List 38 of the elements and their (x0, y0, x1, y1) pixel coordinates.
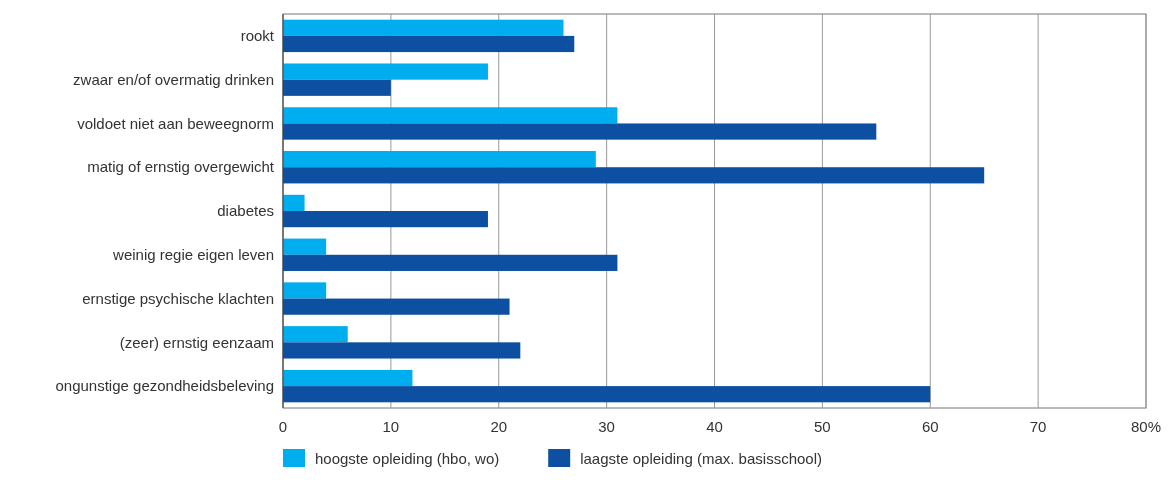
bar (283, 151, 596, 168)
bar (283, 386, 931, 403)
x-tick-label: 80% (1130, 418, 1162, 435)
x-tick-label: 0 (278, 418, 288, 435)
y-tick-label: ernstige psychische klachten (82, 289, 274, 307)
y-tick-label: matig of ernstig overgewicht (87, 158, 275, 176)
bar (283, 63, 488, 80)
y-tick-label: rookt (240, 27, 275, 45)
bar (283, 238, 327, 255)
bar (283, 79, 391, 96)
legend-label: laagste opleiding (max. basisschool) (580, 450, 822, 468)
y-tick-label: ongunstige gezondheidsbeleving (55, 377, 274, 395)
y-tick-label: zwaar en/of overmatig drinken (73, 70, 274, 88)
bar (283, 123, 877, 140)
x-tick-label: 40 (706, 418, 723, 435)
y-tick-label: voldoet niet aan beweegnorm (77, 114, 274, 132)
bar (283, 211, 488, 228)
bar (283, 194, 305, 211)
x-tick-label: 70 (1029, 418, 1047, 435)
y-tick-label: (zeer) ernstig eenzaam (119, 333, 274, 351)
x-tick-label: 10 (382, 418, 400, 435)
bar (283, 326, 348, 343)
y-tick-label: diabetes (217, 202, 274, 220)
legend-label: hoogste opleiding (hbo, wo) (315, 450, 500, 468)
bar (283, 167, 985, 184)
x-tick-label: 50 (814, 418, 831, 435)
y-tick-label: weinig regie eigen leven (112, 246, 274, 264)
bar (283, 107, 618, 124)
bar (283, 342, 521, 359)
bar (283, 35, 575, 53)
x-tick-label: 30 (598, 418, 615, 435)
x-tick-label: 20 (490, 418, 508, 435)
bar (283, 298, 510, 315)
bar (283, 19, 564, 36)
bar (283, 369, 413, 387)
bar (283, 282, 327, 299)
x-tick-label: 60 (921, 418, 939, 435)
bar (283, 254, 618, 271)
